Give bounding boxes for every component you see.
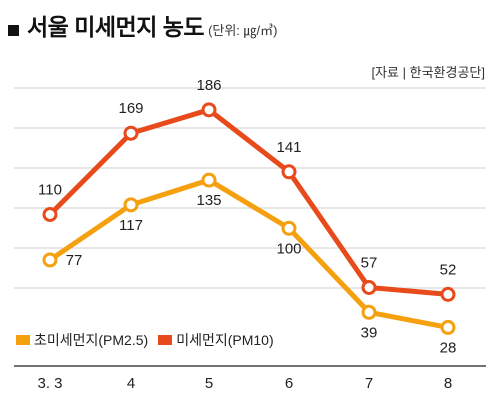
x-tick-label: 7: [365, 375, 373, 392]
x-tick-label: 3. 3: [37, 375, 62, 392]
data-label: 77: [66, 252, 83, 269]
x-tick-label: 8: [444, 375, 452, 392]
data-point: [361, 279, 377, 295]
data-point: [42, 207, 58, 222]
data-point: [281, 164, 297, 180]
series-line-0: [47, 107, 451, 297]
legend-item-pm10: 미세먼지(PM10): [158, 330, 274, 350]
data-label: 117: [119, 217, 143, 234]
x-tick-label: 4: [127, 375, 135, 392]
data-label: 186: [196, 77, 221, 94]
title-bullet-icon: [8, 25, 19, 36]
chart-title-block: 서울 미세먼지 농도 (단위: ㎍/㎥): [8, 8, 277, 42]
data-label: 141: [276, 139, 301, 156]
data-point: [123, 197, 139, 213]
data-label: 52: [440, 261, 457, 278]
data-label: 57: [361, 254, 378, 271]
x-tick-label: 6: [285, 375, 293, 392]
data-point: [42, 252, 58, 268]
data-label: 135: [196, 192, 221, 209]
source-label: [자료 | 한국환경공단]: [371, 65, 485, 80]
legend-swatch-pm25: [16, 335, 30, 345]
data-point: [123, 125, 139, 141]
x-tick-label: 5: [205, 375, 213, 392]
legend-swatch-pm10: [158, 335, 173, 345]
data-point: [201, 102, 217, 118]
legend: 초미세먼지(PM2.5) 미세먼지(PM10): [16, 330, 284, 350]
data-point: [361, 304, 377, 320]
series-line-1: [47, 177, 451, 330]
data-label: 169: [118, 100, 143, 117]
data-label: 28: [440, 339, 457, 356]
data-point: [281, 220, 297, 236]
data-point: [440, 286, 456, 302]
data-label: 100: [276, 240, 301, 257]
legend-label-pm25: 초미세먼지(PM2.5): [34, 332, 149, 348]
legend-item-pm25: 초미세먼지(PM2.5): [16, 330, 148, 350]
data-point: [440, 319, 456, 335]
data-label: 39: [361, 324, 378, 341]
chart-title: 서울 미세먼지 농도: [27, 14, 205, 40]
legend-label-pm10: 미세먼지(PM10): [176, 332, 274, 348]
data-label: 110: [38, 182, 62, 199]
data-point: [201, 172, 217, 188]
unit-label: (단위: ㎍/㎥): [208, 23, 278, 38]
